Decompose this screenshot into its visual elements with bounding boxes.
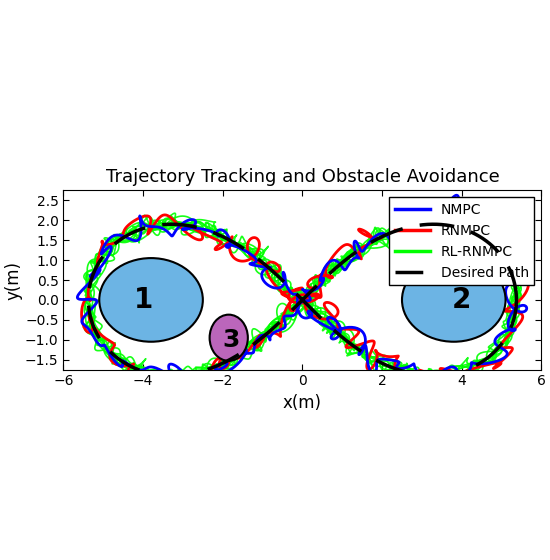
Legend: NMPC, RNMPC, RL-RNMPC, Desired Path: NMPC, RNMPC, RL-RNMPC, Desired Path: [389, 197, 535, 285]
Text: 3: 3: [222, 328, 239, 352]
Text: 2: 2: [452, 286, 471, 314]
Y-axis label: y(m): y(m): [4, 260, 22, 300]
Title: Trajectory Tracking and Obstacle Avoidance: Trajectory Tracking and Obstacle Avoidan…: [106, 168, 499, 186]
X-axis label: x(m): x(m): [283, 394, 322, 412]
Ellipse shape: [210, 315, 248, 361]
Ellipse shape: [402, 258, 505, 342]
Ellipse shape: [100, 258, 203, 342]
Text: 1: 1: [134, 286, 153, 314]
